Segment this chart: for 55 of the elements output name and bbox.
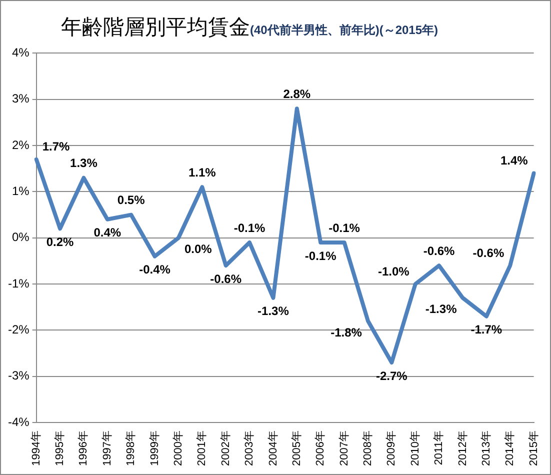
data-label: -0.6% — [210, 272, 242, 286]
x-tick-label: 2015年 — [528, 430, 540, 466]
x-tick-label: 1995年 — [54, 430, 66, 466]
data-label: -0.6% — [472, 246, 504, 260]
data-label: -0.6% — [423, 244, 456, 258]
data-label: -2.7% — [376, 368, 408, 383]
x-tick-label: 2009年 — [386, 430, 398, 466]
chart-title: 年齢階層別平均賃金 — [61, 15, 250, 39]
x-tick-label: 2014年 — [504, 430, 516, 466]
y-tick-label: -3% — [8, 368, 30, 383]
y-tick-label: 1% — [12, 184, 30, 198]
data-label: -0.1% — [234, 220, 266, 235]
x-tick-label: 2007年 — [338, 430, 350, 466]
data-label: 0.5% — [117, 193, 146, 208]
data-label: 1.4% — [500, 154, 528, 168]
data-label: 1.3% — [70, 156, 98, 170]
data-label: -1.0% — [378, 264, 410, 278]
data-label: -1.3% — [425, 302, 458, 316]
x-tick-label: 1996年 — [78, 430, 90, 466]
x-tick-label: 2008年 — [362, 430, 374, 466]
data-label: 1.1% — [188, 165, 216, 180]
data-label: -0.4% — [139, 262, 171, 277]
x-tick-label: 1994年 — [30, 430, 42, 466]
x-tick-label: 2013年 — [480, 430, 492, 466]
x-tick-label: 1998年 — [125, 430, 138, 466]
x-tick-label: 2004年 — [267, 430, 280, 466]
y-tick-label: -2% — [8, 322, 30, 337]
data-label: -0.1% — [304, 248, 337, 263]
x-tick-label: 2003年 — [244, 430, 256, 466]
x-tick-label: 2005年 — [290, 430, 303, 466]
data-label: 0.4% — [94, 226, 122, 240]
y-tick-label: -4% — [8, 414, 30, 429]
x-tick-label: 1999年 — [148, 430, 161, 466]
x-tick-label: 2010年 — [409, 430, 422, 466]
data-label: -1.8% — [330, 325, 362, 340]
y-tick-label: 4% — [12, 46, 30, 60]
data-label: -0.1% — [328, 220, 360, 235]
chart-subtitle: (40代前半男性、前年比)(～2015年) — [250, 23, 438, 37]
x-tick-label: 2012年 — [456, 430, 469, 466]
x-tick-label: 2011年 — [433, 430, 446, 466]
y-tick-label: 2% — [12, 138, 30, 152]
x-tick-label: 2002年 — [220, 430, 232, 466]
data-label: -1.3% — [258, 304, 290, 318]
y-tick-label: 3% — [12, 92, 30, 106]
data-label: 0.0% — [184, 242, 212, 256]
y-tick-label: -1% — [8, 276, 30, 290]
y-tick-label: 0% — [12, 230, 30, 244]
x-tick-label: 2000年 — [172, 430, 185, 466]
data-label: 1.7% — [42, 140, 70, 154]
data-label: 2.8% — [283, 86, 311, 101]
x-tick-label: 2006年 — [314, 430, 327, 466]
data-label: -1.7% — [470, 322, 502, 337]
data-label: 0.2% — [46, 234, 74, 249]
x-tick-label: 1997年 — [101, 430, 114, 466]
x-tick-label: 2001年 — [196, 430, 208, 466]
